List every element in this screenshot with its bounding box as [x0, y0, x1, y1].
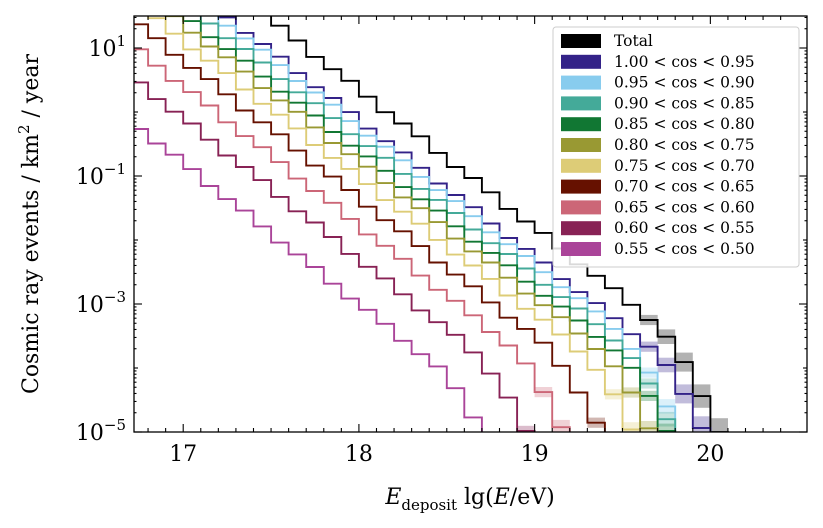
series-line [270, 16, 729, 432]
legend-swatch [561, 221, 601, 236]
legend-swatch [561, 54, 601, 69]
uncertainty-band [570, 442, 588, 461]
legend-swatch [561, 242, 601, 256]
series-line [134, 48, 571, 432]
y-tick-labels: 10310110−110−310−5 [76, 32, 126, 446]
legend-label: 0.80 < cos < 0.75 [614, 136, 755, 154]
axis-ticks [134, 16, 807, 433]
x-axis-label: Edeposit lg(E/eV) [384, 485, 554, 514]
legend-label: 0.55 < cos < 0.50 [614, 240, 755, 258]
uncertainty-band [622, 422, 641, 432]
legend-label: 1.00 < cos < 0.95 [614, 53, 755, 71]
series-lines [134, 16, 729, 432]
legend-swatch [561, 75, 601, 90]
y-tick-label: 10−5 [76, 416, 126, 446]
uncertainty-band [710, 418, 728, 432]
legend-label: 0.70 < cos < 0.65 [614, 178, 755, 196]
legend-swatch [561, 158, 601, 173]
uncertainty-band [623, 442, 641, 461]
series-line [134, 128, 483, 432]
legend-swatch [561, 96, 601, 111]
uncertainty-band [640, 421, 658, 432]
series-line [147, 16, 642, 432]
uncertainty-band [675, 442, 693, 461]
legend-label: 0.90 < cos < 0.85 [614, 94, 755, 112]
y-axis-label: Cosmic ray events / km2 / year [15, 54, 44, 395]
legend-swatch [561, 117, 601, 132]
uncertainty-band [552, 419, 570, 432]
y-tick-label: 10−1 [76, 160, 126, 190]
uncertainty-band [587, 440, 605, 463]
legend: Total 1.00 < cos < 0.95 0.95 < cos < 0.90 0… [552, 26, 800, 268]
x-tick-labels: 17 18 19 20 [169, 442, 724, 467]
y-tick-label: 101 [88, 32, 126, 62]
series-line [134, 23, 606, 432]
legend-label: 0.85 < cos < 0.80 [614, 115, 755, 133]
legend-label: 0.65 < cos < 0.60 [614, 198, 755, 216]
uncertainty-band [675, 442, 693, 461]
series-line [217, 16, 677, 432]
legend-label: 0.60 < cos < 0.55 [614, 219, 755, 237]
legend-swatch [561, 138, 601, 152]
uncertainty-band [728, 435, 746, 467]
uncertainty-band [675, 440, 693, 463]
x-tick-label: 20 [696, 442, 724, 467]
uncertainty-band [552, 442, 570, 461]
uncertainty-band [675, 439, 693, 458]
uncertainty-band [500, 444, 518, 459]
uncertainty-band [517, 425, 535, 432]
legend-swatch [561, 200, 601, 215]
x-tick-label: 19 [521, 442, 549, 467]
x-tick-label: 18 [345, 442, 373, 467]
uncertainty-band [640, 442, 658, 461]
legend-swatch [561, 179, 601, 194]
series-line [134, 81, 536, 432]
uncertainty-band [657, 423, 676, 432]
series-line [164, 16, 659, 432]
uncertainty-band [658, 442, 676, 461]
uncertainty-band [658, 440, 676, 463]
legend-label: Total [614, 32, 653, 50]
legend-box [552, 26, 800, 268]
legend-label: 0.95 < cos < 0.90 [614, 74, 755, 92]
legend-swatch [561, 34, 601, 48]
plot-frame [133, 15, 808, 433]
uncertainty-band [605, 444, 623, 459]
legend-label: 0.75 < cos < 0.70 [614, 157, 755, 175]
x-tick-label: 17 [169, 442, 197, 467]
uncertainty-band [482, 444, 500, 454]
y-tick-label: 10−3 [76, 288, 126, 318]
uncertainty-band [728, 435, 746, 467]
